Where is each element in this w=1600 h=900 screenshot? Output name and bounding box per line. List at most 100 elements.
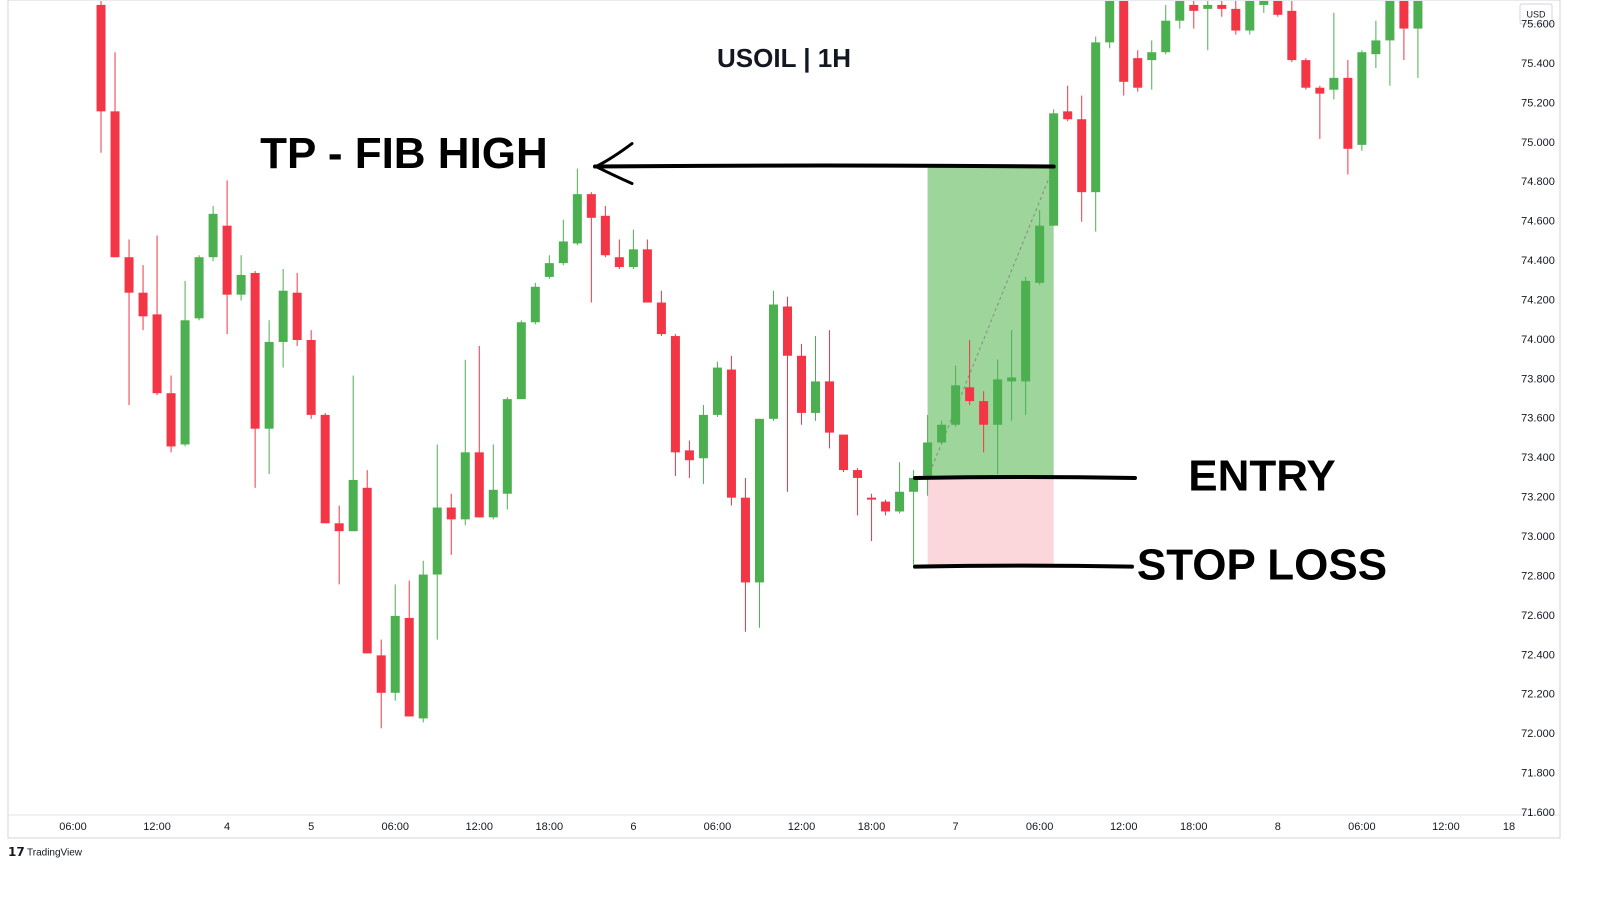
annotation-label: TP - FIB HIGH xyxy=(260,129,548,178)
candle-body xyxy=(306,339,316,415)
candle-body xyxy=(180,320,190,445)
candle-body xyxy=(1203,4,1213,9)
candle-body xyxy=(1175,0,1185,21)
candle-body xyxy=(558,241,568,264)
candle-body xyxy=(544,263,554,277)
logo-mark: 𝟭𝟳 xyxy=(8,845,25,859)
x-tick-label: 18:00 xyxy=(536,821,564,833)
candle-body xyxy=(979,401,989,425)
candle-body xyxy=(432,507,442,575)
y-tick-label: 73.200 xyxy=(1521,492,1555,504)
x-tick-label: 18 xyxy=(1503,821,1515,833)
candle-body xyxy=(362,487,372,654)
candle-body xyxy=(96,4,106,112)
candle-body xyxy=(923,442,933,478)
candle-body xyxy=(152,314,162,394)
candle-body xyxy=(222,225,232,295)
candle-body xyxy=(236,274,246,295)
x-tick-label: 06:00 xyxy=(704,821,732,833)
candle-body xyxy=(965,387,975,402)
candle-body xyxy=(881,501,891,512)
candle-body xyxy=(166,393,176,447)
candle-body xyxy=(1189,4,1199,11)
y-tick-label: 74.400 xyxy=(1521,255,1555,267)
candle-body xyxy=(1217,4,1227,9)
candle-body xyxy=(1259,0,1269,5)
candle-body xyxy=(1399,0,1409,29)
candle-body xyxy=(1385,0,1395,41)
candle-body xyxy=(446,507,456,520)
candle-body xyxy=(811,381,821,413)
candle-body xyxy=(740,497,750,583)
x-tick-label: 12:00 xyxy=(788,821,816,833)
x-tick-label: 7 xyxy=(953,821,959,833)
candle-body xyxy=(909,477,919,492)
candle-body xyxy=(1063,111,1073,120)
candle-body xyxy=(993,379,1003,425)
y-tick-label: 72.200 xyxy=(1521,689,1555,701)
candle-body xyxy=(1329,77,1339,90)
y-tick-label: 72.400 xyxy=(1521,649,1555,661)
candle-body xyxy=(726,369,736,498)
x-tick-label: 18:00 xyxy=(1180,821,1208,833)
candle-body xyxy=(937,424,947,443)
x-tick-label: 12:00 xyxy=(143,821,171,833)
candle-body xyxy=(1133,58,1143,88)
candle-body xyxy=(712,367,722,415)
candle-body xyxy=(1315,87,1325,94)
y-tick-label: 74.600 xyxy=(1521,216,1555,228)
candle-body xyxy=(628,249,638,268)
chart-frame xyxy=(7,0,1561,839)
candle-body xyxy=(208,213,218,258)
x-tick-label: 4 xyxy=(224,821,230,833)
candle-body xyxy=(138,292,148,317)
x-tick-label: 6 xyxy=(630,821,636,833)
x-tick-label: 12:00 xyxy=(1110,821,1138,833)
candle-body xyxy=(1301,60,1311,88)
candle-body xyxy=(348,479,358,532)
candle-body xyxy=(951,385,961,425)
candle-body xyxy=(768,304,778,419)
candle-body xyxy=(1035,225,1045,283)
arrow-head xyxy=(592,142,634,186)
y-tick-label: 73.600 xyxy=(1521,413,1555,425)
x-tick-label: 18:00 xyxy=(858,821,886,833)
candle-body xyxy=(404,617,414,717)
candle-body xyxy=(292,292,302,340)
x-tick-label: 06:00 xyxy=(1026,821,1054,833)
candle-body xyxy=(376,655,386,693)
plot-area xyxy=(96,0,1423,729)
candle-body xyxy=(867,497,877,500)
x-tick-label: 06:00 xyxy=(381,821,409,833)
annotation-line xyxy=(593,163,1056,169)
y-tick-label: 72.600 xyxy=(1521,610,1555,622)
candle-body xyxy=(110,111,120,258)
candle-body xyxy=(1245,0,1255,31)
currency-box[interactable] xyxy=(1519,3,1553,25)
annotation-label: ENTRY xyxy=(1188,452,1336,501)
y-tick-label: 73.400 xyxy=(1521,452,1555,464)
candle-body xyxy=(1091,42,1101,193)
candle-body xyxy=(1049,113,1059,226)
watermark: TradingView xyxy=(27,848,83,859)
candle-body xyxy=(1371,40,1381,55)
x-tick-label: 8 xyxy=(1275,821,1281,833)
x-tick-label: 06:00 xyxy=(1348,821,1376,833)
candle-body xyxy=(1077,119,1087,193)
candle-body xyxy=(516,322,526,400)
candle-body xyxy=(334,523,344,532)
x-tick-label: 5 xyxy=(308,821,314,833)
annotation-label: STOP LOSS xyxy=(1137,540,1387,589)
y-tick-label: 75.400 xyxy=(1521,58,1555,70)
x-tick-label: 12:00 xyxy=(466,821,494,833)
candle-body xyxy=(1343,77,1353,149)
candle-body xyxy=(1287,10,1297,61)
candle-body xyxy=(698,414,708,459)
loss-zone xyxy=(927,477,1054,567)
candle-body xyxy=(488,489,498,518)
candle-body xyxy=(670,336,680,453)
candle-body xyxy=(754,418,764,583)
candle-body xyxy=(278,290,288,342)
y-tick-label: 74.000 xyxy=(1521,334,1555,346)
